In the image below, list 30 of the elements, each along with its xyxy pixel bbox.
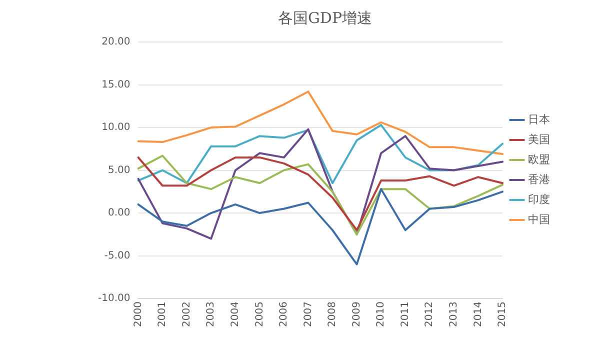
legend-label: 中国: [528, 212, 550, 226]
x-tick-label: 2011: [400, 302, 411, 328]
legend-label: 印度: [528, 192, 550, 206]
x-tick-label: 2009: [351, 302, 362, 328]
y-tick-label: 10.00: [102, 122, 130, 134]
chart-title: 各国GDP增速: [278, 8, 372, 27]
x-tick-label: 2004: [230, 302, 241, 328]
x-tick-label: 2013: [448, 302, 460, 328]
x-tick-label: 2006: [278, 302, 290, 328]
y-tick-label: 20.00: [102, 36, 130, 48]
legend-label: 欧盟: [528, 152, 550, 166]
y-tick-label: -5.00: [104, 250, 130, 262]
x-tick-label: 2002: [181, 302, 192, 328]
x-tick-label: 2001: [157, 302, 168, 328]
x-tick-label: 2010: [376, 302, 387, 328]
x-tick-label: 2012: [424, 302, 436, 328]
x-tick-label: 2000: [132, 302, 144, 328]
legend-label: 香港: [528, 172, 550, 186]
y-tick-label: 5.00: [108, 164, 130, 176]
x-tick-label: 2007: [302, 302, 314, 328]
y-tick-label: 0.00: [108, 208, 130, 219]
y-tick-label: -10.00: [98, 293, 130, 304]
legend-label: 美国: [528, 132, 550, 146]
x-tick-label: 2005: [254, 302, 266, 328]
legend-label: 日本: [528, 112, 550, 126]
x-tick-label: 2003: [206, 302, 217, 328]
x-tick-label: 2014: [472, 302, 484, 328]
x-tick-label: 2008: [327, 302, 338, 328]
y-tick-label: 15.00: [102, 79, 130, 90]
x-tick-label: 2015: [497, 302, 508, 328]
